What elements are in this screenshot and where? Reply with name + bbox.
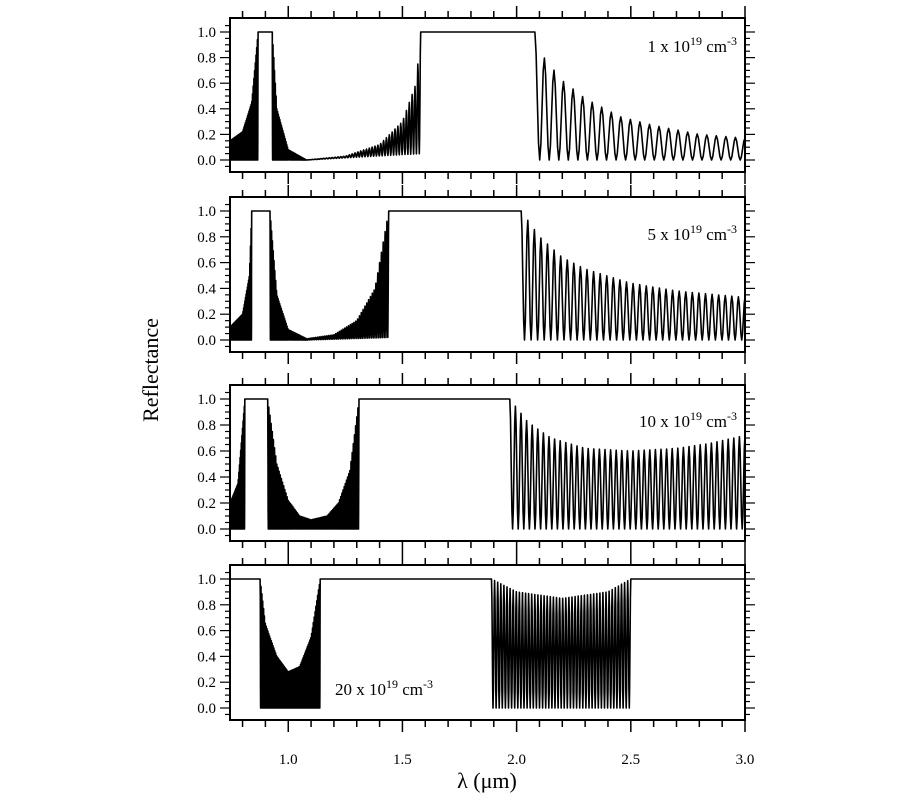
panel-2: 0.0 0.2 0.4 0.6 0.8 1.0 5 x 1019 cm-3: [197, 185, 755, 364]
panel-4: 0.0 0.2 0.4 0.6 0.8 1.0 20 x 1019 cm-3: [197, 553, 755, 732]
label-text: 5 x 10: [647, 225, 690, 244]
superscript: -3: [423, 677, 433, 691]
label-text: cm: [702, 225, 727, 244]
y-tick-label: 1.0: [197, 204, 216, 220]
y-tick-label: 0.6: [197, 256, 216, 272]
panel-frame: [229, 196, 746, 353]
y-tick-label: 0.0: [197, 522, 216, 538]
y-tick-label: 0.6: [197, 444, 216, 460]
reflectance-curve: [229, 210, 746, 341]
y-tick-label: 0.2: [197, 675, 216, 691]
panel-1: 0.0 0.2 0.4 0.6 0.8 1.0 1 x 1019 cm-3: [197, 6, 755, 184]
reflectance-curve: [229, 31, 746, 161]
y-tick-label: 1.0: [197, 572, 216, 588]
panel-frame: [229, 17, 746, 173]
doping-label: 20 x 1019 cm-3: [335, 677, 433, 699]
x-tick-label: 3.0: [736, 752, 755, 768]
panel-frame: [229, 564, 746, 721]
x-tick-label: 1.5: [393, 752, 412, 768]
label-text: cm: [702, 37, 727, 56]
y-tick-label: 0.4: [197, 649, 216, 665]
reflectance-curve: [229, 398, 746, 530]
x-tick-label: 2.0: [507, 752, 526, 768]
y-tick-label: 0.2: [197, 307, 216, 323]
y-tick-label: 0.0: [197, 333, 216, 349]
y-tick-label: 0.4: [197, 102, 216, 118]
label-text: 10 x 10: [639, 412, 690, 431]
y-tick-label: 0.2: [197, 127, 216, 143]
panel-3: 0.0 0.2 0.4 0.6 0.8 1.0 10 x 1019 cm-3: [197, 373, 755, 553]
superscript: -3: [727, 222, 737, 236]
superscript: 19: [386, 677, 398, 691]
y-tick-label: 0.8: [197, 51, 216, 67]
panel-frame: [229, 384, 746, 542]
superscript: 19: [690, 34, 702, 48]
y-tick-label: 0.2: [197, 496, 216, 512]
y-tick-label: 0.8: [197, 598, 216, 614]
y-axis-label: Reflectance: [138, 318, 163, 422]
y-tick-label: 0.4: [197, 281, 216, 297]
y-tick-label: 1.0: [197, 392, 216, 408]
doping-label: 5 x 1019 cm-3: [647, 222, 737, 244]
superscript: -3: [727, 409, 737, 423]
label-text: 20 x 10: [335, 680, 386, 699]
y-tick-label: 0.0: [197, 153, 216, 169]
x-tick-label: 1.0: [279, 752, 298, 768]
y-tick-label: 0.6: [197, 624, 216, 640]
superscript: 19: [690, 222, 702, 236]
label-text: 1 x 10: [647, 37, 690, 56]
doping-label: 10 x 1019 cm-3: [639, 409, 737, 431]
reflectance-curve: [230, 578, 745, 709]
y-tick-label: 0.6: [197, 76, 216, 92]
y-tick-label: 0.8: [197, 230, 216, 246]
superscript: 19: [690, 409, 702, 423]
x-axis-label: λ (μm): [457, 768, 517, 793]
x-tick-label: 2.5: [621, 752, 640, 768]
doping-label: 1 x 1019 cm-3: [647, 34, 737, 56]
y-tick-label: 0.8: [197, 418, 216, 434]
y-tick-label: 0.0: [197, 701, 216, 717]
superscript: -3: [727, 34, 737, 48]
label-text: cm: [398, 680, 423, 699]
y-tick-label: 0.4: [197, 470, 216, 486]
y-tick-label: 1.0: [197, 25, 216, 41]
label-text: cm: [702, 412, 727, 431]
